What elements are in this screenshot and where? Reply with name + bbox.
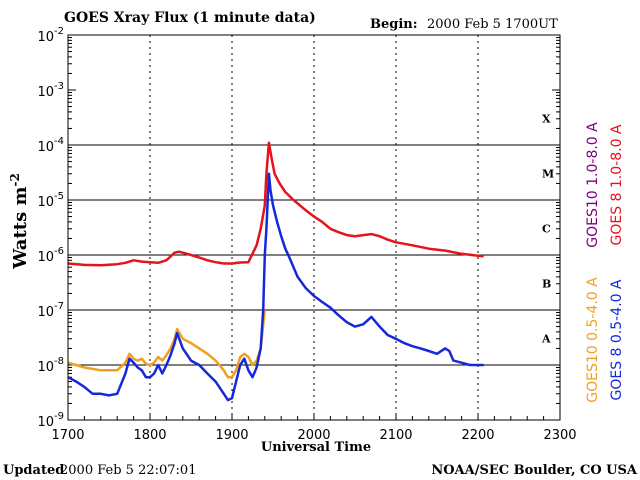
y-tick-label-exp: -3	[54, 81, 64, 92]
y-tick-label-exp: -5	[54, 191, 64, 202]
legend: GOES10 1.0-8.0 A GOES 8 1.0-8.0 A GOES10 0…	[585, 122, 625, 403]
y-tick-label-exp: -2	[54, 26, 64, 37]
flare-class-label: A	[541, 333, 551, 346]
series-line	[67, 141, 484, 267]
y-tick-label: 10-7	[37, 301, 64, 320]
svg-text:Watts m-2: Watts m-2	[8, 173, 31, 270]
legend-entry-label: GOES 8 0.5-4.0 A	[609, 279, 625, 400]
x-tick-label: 2100	[379, 428, 412, 443]
y-tick-label: 10-8	[37, 356, 64, 375]
flare-class-label: M	[542, 168, 554, 181]
data-series	[67, 141, 484, 402]
flare-class-label: X	[542, 113, 551, 126]
flare-class-label: C	[542, 223, 551, 236]
plot-frame	[67, 34, 561, 421]
y-axis-label-base: Watts m	[10, 186, 31, 269]
series-line	[67, 172, 484, 402]
y-tick-label-exp: -8	[54, 356, 64, 367]
legend-entry-label: GOES10 0.5-4.0 A	[585, 277, 601, 403]
legend-entry: GOES10 0.5-4.0 A	[585, 277, 601, 403]
legend-entry: GOES10 1.0-8.0 A	[585, 122, 601, 248]
y-tick-label: 10-6	[37, 246, 64, 265]
x-tick-labels: 1700 1800 1900 2000 2100 2200 2300	[51, 428, 576, 443]
y-tick-label-base: 10	[37, 140, 54, 155]
updated-label: Updated	[3, 463, 64, 478]
source-label: NOAA/SEC Boulder, CO USA	[431, 463, 638, 478]
y-tick-labels: 10-210-310-410-510-610-710-810-9	[37, 26, 64, 430]
y-tick-label-exp: -7	[54, 301, 64, 312]
y-axis-label: Watts m-2	[8, 173, 31, 270]
y-tick-label-base: 10	[37, 415, 54, 430]
x-tick-label: 1900	[215, 428, 248, 443]
y-tick-label-exp: -4	[54, 136, 64, 147]
x-tick-label: 2200	[461, 428, 494, 443]
y-tick-label: 10-3	[37, 81, 64, 100]
legend-entry-label: GOES 8 1.0-8.0 A	[609, 124, 625, 245]
legend-entry: GOES 8 0.5-4.0 A	[609, 279, 625, 400]
y-tick-label-base: 10	[37, 30, 54, 45]
y-tick-label-exp: -9	[54, 411, 64, 422]
y-tick-label-exp: -6	[54, 246, 64, 257]
grid-lines	[68, 35, 560, 420]
legend-entry: GOES 8 1.0-8.0 A	[609, 124, 625, 245]
y-tick-label-base: 10	[37, 85, 54, 100]
begin-label: Begin:	[370, 17, 418, 32]
y-axis-label-exp: -2	[8, 173, 22, 186]
y-tick-label-base: 10	[37, 195, 54, 210]
y-tick-label: 10-4	[37, 136, 64, 155]
legend-entry-label: GOES10 1.0-8.0 A	[585, 122, 601, 248]
x-tick-label: 2000	[297, 428, 330, 443]
x-tick-label: 1800	[133, 428, 166, 443]
tick-marks	[67, 34, 561, 421]
chart-title: GOES Xray Flux (1 minute data)	[64, 10, 316, 26]
x-tick-label: 1700	[51, 428, 84, 443]
y-tick-label: 10-9	[37, 411, 64, 430]
begin-value: 2000 Feb 5 1700UT	[427, 17, 558, 32]
y-tick-label: 10-2	[37, 26, 64, 45]
y-tick-label-base: 10	[37, 250, 54, 265]
y-tick-label: 10-5	[37, 191, 64, 210]
x-axis-label: Universal Time	[261, 440, 371, 455]
y-tick-label-base: 10	[37, 360, 54, 375]
y-tick-label-base: 10	[37, 305, 54, 320]
flare-class-labels: X M C B A	[541, 113, 554, 346]
updated-value: 2000 Feb 5 22:07:01	[60, 463, 196, 478]
flare-class-label: B	[542, 278, 551, 291]
x-tick-label: 2300	[543, 428, 576, 443]
